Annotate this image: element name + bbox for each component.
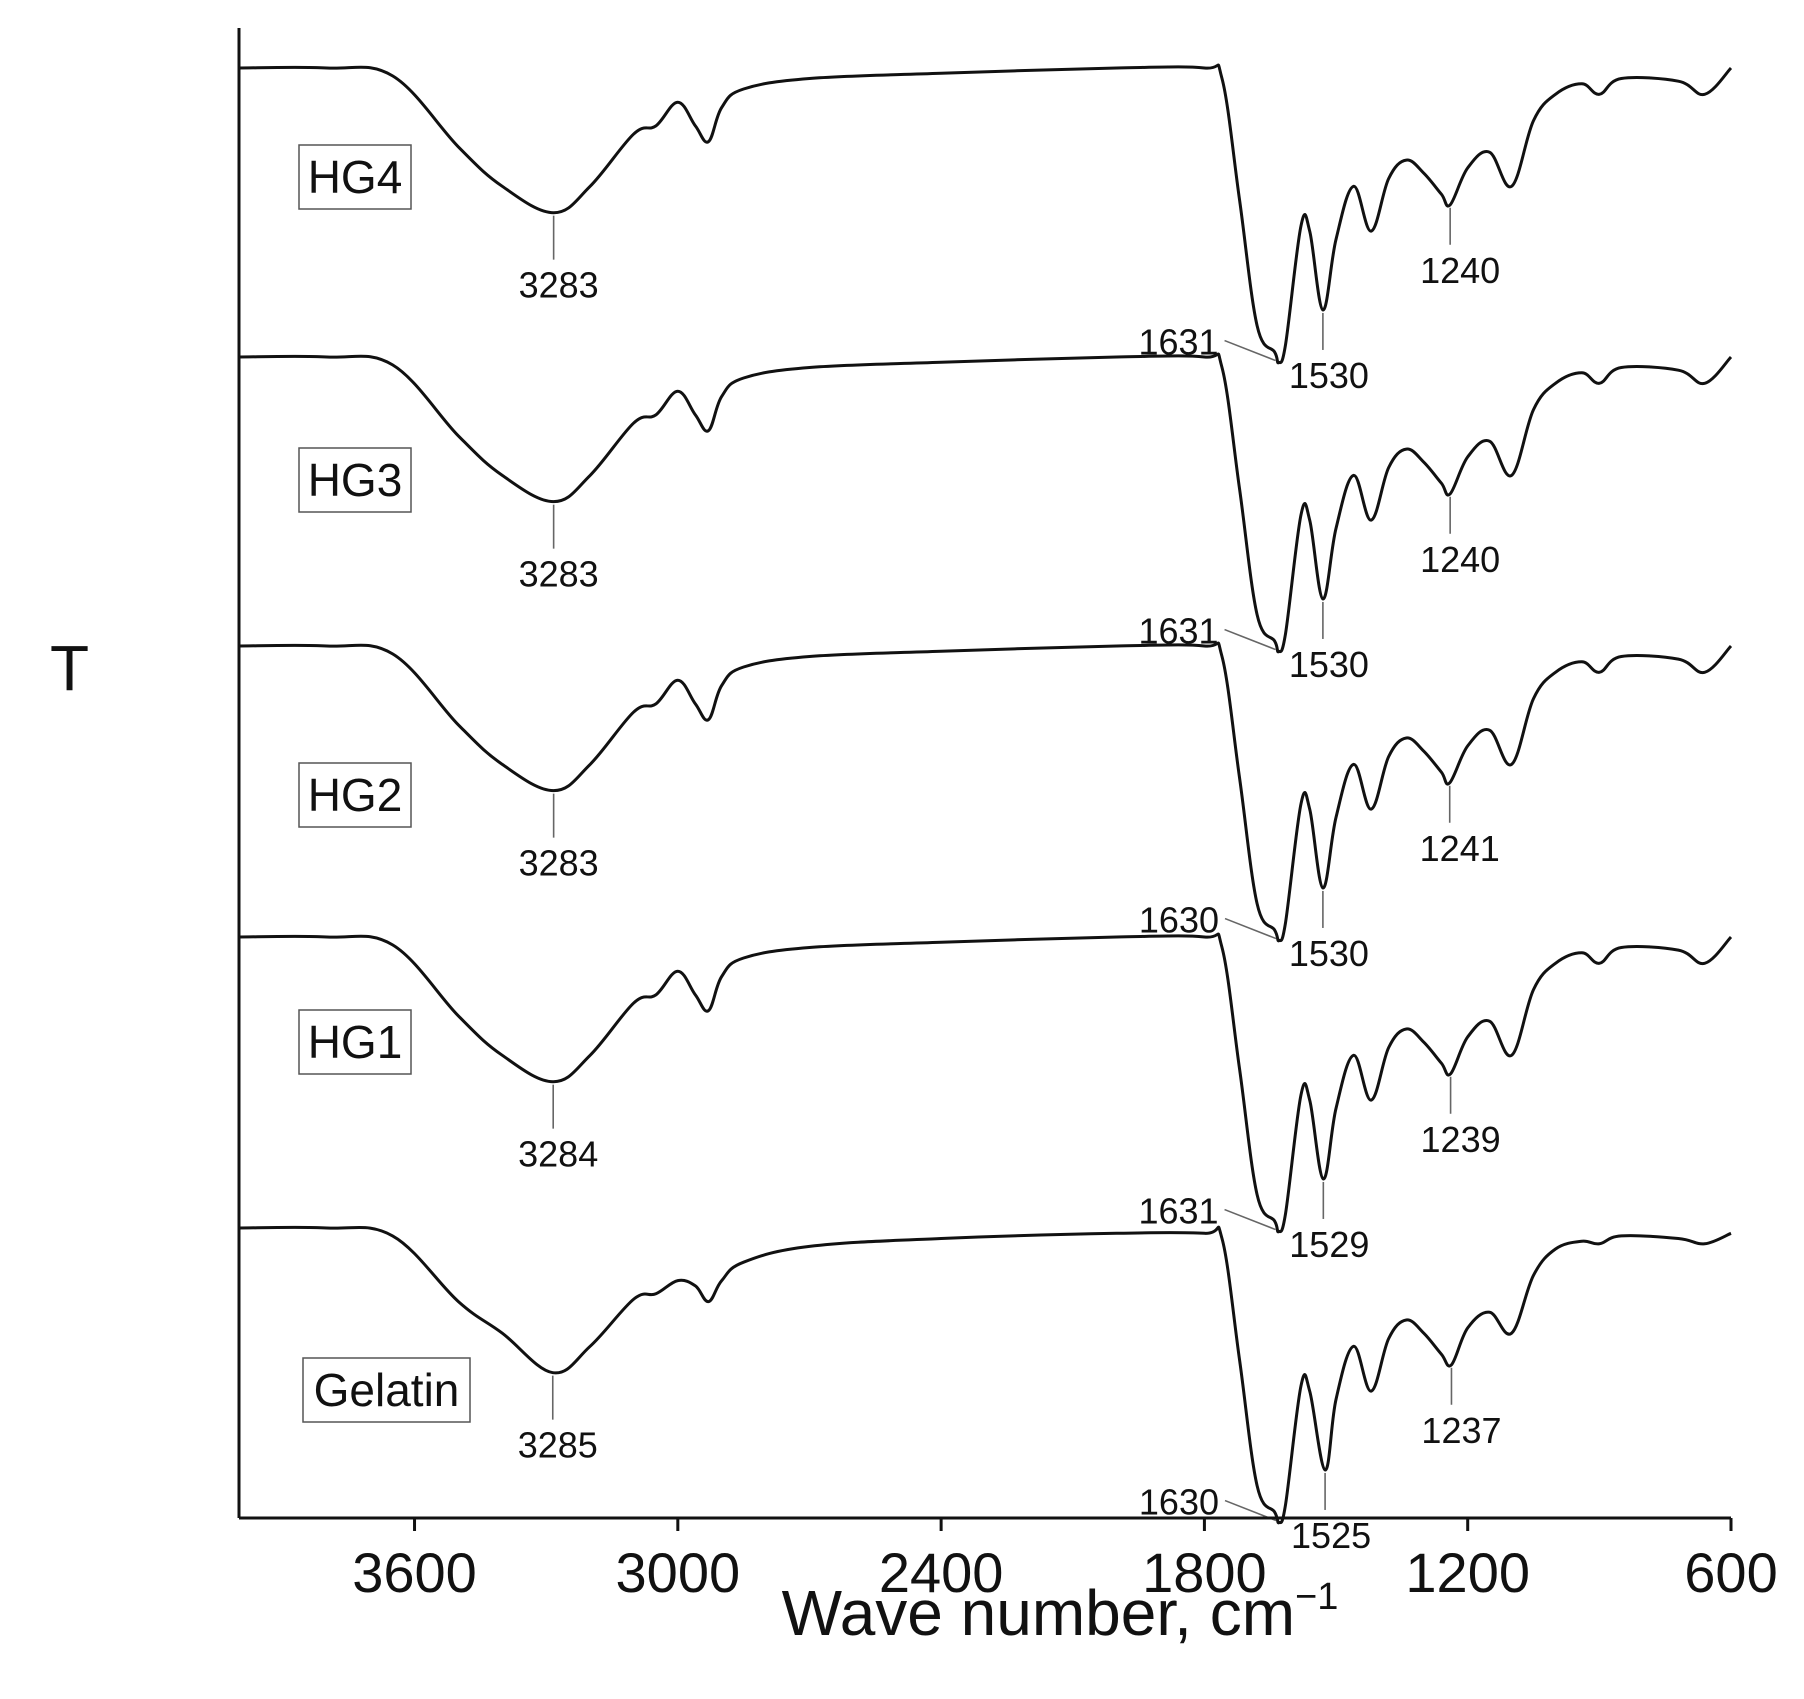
- x-axis-title: Wave number, cm−1: [782, 1576, 1339, 1649]
- peak-label: 1630: [1139, 900, 1219, 941]
- sample-label: Gelatin: [314, 1364, 460, 1416]
- peak-label: 1530: [1289, 355, 1369, 396]
- peak-leader: [1224, 1208, 1276, 1231]
- peak-label: 1240: [1420, 250, 1500, 291]
- peak-label: 3285: [518, 1425, 598, 1466]
- series-gelatin: Gelatin 3285 1630 1525 1237: [238, 1225, 1732, 1556]
- sample-label-box: [302, 1357, 471, 1423]
- sample-label: HG1: [308, 1016, 403, 1068]
- x-axis-ticks: 3600 3000 2400 1800 1200 600: [352, 1518, 1778, 1604]
- peak-leader: [1224, 917, 1277, 940]
- peak-leader: [1224, 339, 1276, 362]
- peak-leader: [1224, 628, 1276, 651]
- sample-label-box: [298, 1009, 412, 1075]
- peak-label: 1529: [1289, 1224, 1369, 1265]
- x-tick-label: 600: [1684, 1541, 1777, 1604]
- x-tick-label: 3000: [616, 1541, 741, 1604]
- sample-label: HG4: [308, 151, 403, 203]
- peak-label: 1241: [1420, 828, 1500, 869]
- sample-label-box: [298, 762, 412, 828]
- peak-label: 1530: [1289, 644, 1369, 685]
- peak-label: 1631: [1138, 1191, 1218, 1232]
- sample-label: HG3: [308, 454, 403, 506]
- series-hg2: HG2 3283 1630 1530 1241: [238, 641, 1733, 974]
- spectrum-line-hg3: [238, 352, 1733, 654]
- spectrum-line-hg4: [238, 63, 1733, 365]
- sample-label: HG2: [308, 769, 403, 821]
- axes: 3600 3000 2400 1800 1200 600 T Wave number, c…: [50, 28, 1778, 1649]
- peak-label: 1240: [1420, 539, 1500, 580]
- x-axis-title-text: Wave number, cm: [782, 1577, 1295, 1649]
- peak-label: 3284: [518, 1134, 598, 1175]
- x-axis-title-superscript: −1: [1295, 1576, 1338, 1618]
- peak-label: 1530: [1289, 933, 1369, 974]
- peak-label: 1237: [1421, 1410, 1501, 1451]
- x-tick-label: 1200: [1405, 1541, 1530, 1604]
- spectrum-line-hg1: [238, 932, 1733, 1234]
- spectrum-line-gelatin: [238, 1225, 1732, 1525]
- peak-label: 3283: [519, 265, 599, 306]
- sample-label-box: [298, 144, 412, 210]
- sample-label-box: [298, 447, 412, 513]
- x-tick-label: 3600: [352, 1541, 477, 1604]
- peak-label: 1239: [1421, 1119, 1501, 1160]
- peak-label: 3283: [519, 554, 599, 595]
- peak-label: 1525: [1291, 1515, 1371, 1556]
- plot-area: HG43283163115301240HG33283163115301240HG…: [238, 63, 1733, 1556]
- x-tick-label: 2400: [879, 1541, 1004, 1604]
- x-tick-label: 1800: [1142, 1541, 1267, 1604]
- series-hg1: HG1 3284 1631 1529 1239: [238, 932, 1733, 1265]
- peak-label: 1630: [1139, 1482, 1219, 1523]
- y-axis-title: T: [50, 632, 89, 704]
- peak-label: 3283: [519, 843, 599, 884]
- spectrum-line-hg2: [238, 641, 1733, 943]
